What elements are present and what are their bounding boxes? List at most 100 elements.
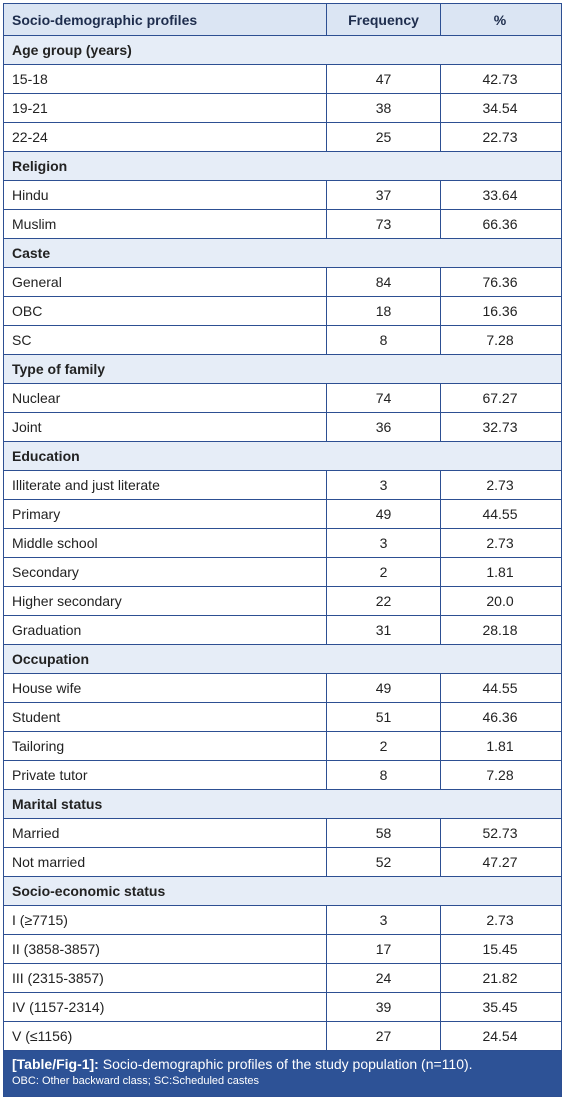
data-row: Higher secondary 22 20.0 bbox=[4, 587, 561, 616]
row-label: Married bbox=[4, 819, 327, 847]
section-title: Marital status bbox=[12, 796, 103, 812]
data-row: Graduation 31 28.18 bbox=[4, 616, 561, 645]
percent-cell: 33.64 bbox=[482, 187, 518, 203]
section-row: Caste bbox=[4, 239, 561, 268]
frequency-cell: 49 bbox=[327, 500, 441, 528]
frequency-cell: 51 bbox=[327, 703, 441, 731]
frequency-cell: 22 bbox=[327, 587, 441, 615]
data-row: Private tutor 8 7.28 bbox=[4, 761, 561, 790]
section-row: Occupation bbox=[4, 645, 561, 674]
row-label: Secondary bbox=[4, 558, 327, 586]
row-label: III (2315-3857) bbox=[4, 964, 327, 992]
percent-cell: 7.28 bbox=[486, 767, 514, 783]
caption: [Table/Fig-1]: Socio-demographic profile… bbox=[4, 1051, 561, 1096]
section-title: Occupation bbox=[12, 651, 90, 667]
data-row: OBC 18 16.36 bbox=[4, 297, 561, 326]
row-label: 22-24 bbox=[4, 123, 327, 151]
frequency-cell: 8 bbox=[327, 326, 441, 354]
caption-note: OBC: Other backward class; SC:Scheduled … bbox=[12, 1075, 259, 1087]
data-row: Nuclear 74 67.27 bbox=[4, 384, 561, 413]
percent-cell: 2.73 bbox=[486, 477, 514, 493]
row-label: Primary bbox=[4, 500, 327, 528]
header-row: Socio-demographic profiles Frequency % bbox=[4, 4, 561, 36]
row-label: Illiterate and just literate bbox=[4, 471, 327, 499]
header-cell: Socio-demographic profiles bbox=[4, 4, 327, 35]
percent-cell: 32.73 bbox=[482, 419, 518, 435]
row-label: Tailoring bbox=[4, 732, 327, 760]
section-row: Education bbox=[4, 442, 561, 471]
data-row: I (≥7715) 3 2.73 bbox=[4, 906, 561, 935]
row-label: Private tutor bbox=[4, 761, 327, 789]
section-row: Socio-economic status bbox=[4, 877, 561, 906]
percent-cell: 15.45 bbox=[482, 941, 518, 957]
frequency-cell: 37 bbox=[327, 181, 441, 209]
row-label: Hindu bbox=[4, 181, 327, 209]
percent-cell: 2.73 bbox=[486, 535, 514, 551]
data-row: V (≤1156) 27 24.54 bbox=[4, 1022, 561, 1051]
frequency-cell: 8 bbox=[327, 761, 441, 789]
frequency-cell: 49 bbox=[327, 674, 441, 702]
percent-cell: 7.28 bbox=[486, 332, 514, 348]
percent-cell: 2.73 bbox=[486, 912, 514, 928]
header-cell: Frequency bbox=[327, 4, 441, 35]
frequency-cell: 74 bbox=[327, 384, 441, 412]
caption-line: [Table/Fig-1]: Socio-demographic profile… bbox=[12, 1056, 553, 1072]
row-label: Not married bbox=[4, 848, 327, 876]
data-row: 19-21 38 34.54 bbox=[4, 94, 561, 123]
percent-cell: 44.55 bbox=[482, 506, 518, 522]
percent-cell: 52.73 bbox=[482, 825, 518, 841]
frequency-cell: 31 bbox=[327, 616, 441, 644]
data-row: House wife 49 44.55 bbox=[4, 674, 561, 703]
data-row: IV (1157-2314) 39 35.45 bbox=[4, 993, 561, 1022]
section-title: Caste bbox=[12, 245, 51, 261]
section-title: Type of family bbox=[12, 361, 106, 377]
data-row: General 84 76.36 bbox=[4, 268, 561, 297]
section-title: Religion bbox=[12, 158, 68, 174]
frequency-cell: 3 bbox=[327, 529, 441, 557]
section-title: Age group (years) bbox=[12, 42, 132, 58]
data-row: Student 51 46.36 bbox=[4, 703, 561, 732]
frequency-cell: 27 bbox=[327, 1022, 441, 1050]
data-row: Muslim 73 66.36 bbox=[4, 210, 561, 239]
frequency-cell: 52 bbox=[327, 848, 441, 876]
data-row: Married 58 52.73 bbox=[4, 819, 561, 848]
frequency-cell: 3 bbox=[327, 906, 441, 934]
row-label: SC bbox=[4, 326, 327, 354]
row-label: 15-18 bbox=[4, 65, 327, 93]
data-row: Joint 36 32.73 bbox=[4, 413, 561, 442]
percent-cell: 67.27 bbox=[482, 390, 518, 406]
percent-cell: 24.54 bbox=[482, 1028, 518, 1044]
percent-cell: 28.18 bbox=[482, 622, 518, 638]
frequency-cell: 73 bbox=[327, 210, 441, 238]
percent-cell: 34.54 bbox=[482, 100, 518, 116]
section-title: Education bbox=[12, 448, 80, 464]
data-row: Tailoring 2 1.81 bbox=[4, 732, 561, 761]
data-row: SC 8 7.28 bbox=[4, 326, 561, 355]
percent-cell: 1.81 bbox=[486, 738, 514, 754]
frequency-cell: 2 bbox=[327, 558, 441, 586]
percent-cell: 20.0 bbox=[486, 593, 514, 609]
frequency-cell: 24 bbox=[327, 964, 441, 992]
percent-cell: 76.36 bbox=[482, 274, 518, 290]
frequency-cell: 18 bbox=[327, 297, 441, 325]
row-label: OBC bbox=[4, 297, 327, 325]
frequency-cell: 39 bbox=[327, 993, 441, 1021]
section-title: Socio-economic status bbox=[12, 883, 166, 899]
data-row: Middle school 3 2.73 bbox=[4, 529, 561, 558]
data-row: 22-24 25 22.73 bbox=[4, 123, 561, 152]
percent-cell: 16.36 bbox=[482, 303, 518, 319]
row-label: 19-21 bbox=[4, 94, 327, 122]
row-label: Higher secondary bbox=[4, 587, 327, 615]
percent-cell: 46.36 bbox=[482, 709, 518, 725]
header-cell: % bbox=[493, 11, 507, 28]
percent-cell: 35.45 bbox=[482, 999, 518, 1015]
data-row: III (2315-3857) 24 21.82 bbox=[4, 964, 561, 993]
section-row: Type of family bbox=[4, 355, 561, 384]
row-label: II (3858-3857) bbox=[4, 935, 327, 963]
frequency-cell: 84 bbox=[327, 268, 441, 296]
percent-cell: 44.55 bbox=[482, 680, 518, 696]
data-row: Illiterate and just literate 3 2.73 bbox=[4, 471, 561, 500]
row-label: Student bbox=[4, 703, 327, 731]
section-row: Religion bbox=[4, 152, 561, 181]
